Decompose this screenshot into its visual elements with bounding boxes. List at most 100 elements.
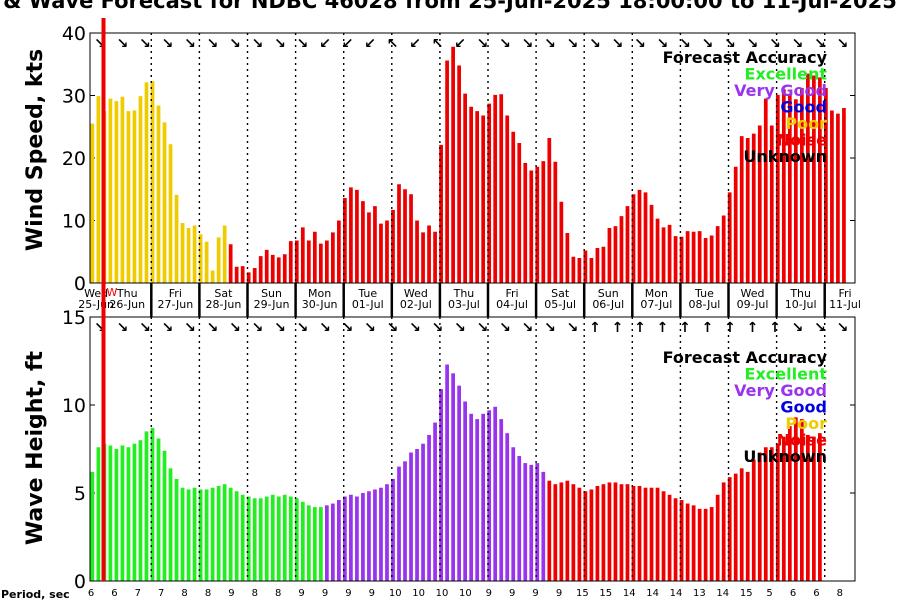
data-bar	[727, 192, 732, 284]
data-bar	[721, 482, 726, 581]
direction-arrow: ↘	[387, 320, 399, 336]
day-name: Sun	[261, 287, 282, 300]
data-bar	[300, 501, 305, 581]
data-bar	[361, 201, 365, 284]
data-bar	[787, 426, 792, 581]
period-value: 9	[486, 588, 492, 599]
data-bar	[421, 443, 425, 581]
data-bar	[769, 125, 774, 283]
data-bar	[318, 507, 323, 581]
data-bar	[685, 503, 690, 581]
data-bar	[144, 82, 149, 284]
data-bar	[198, 489, 203, 581]
direction-arrow: ↘	[589, 36, 601, 52]
data-bar	[830, 110, 834, 283]
data-bar	[703, 238, 708, 283]
data-bar	[703, 508, 708, 581]
data-bar	[349, 187, 353, 284]
legend-entry: Excellent	[745, 65, 828, 84]
data-bar	[294, 240, 299, 283]
data-bar	[445, 60, 449, 283]
data-bar	[631, 194, 636, 283]
data-bar	[649, 487, 654, 581]
data-bar	[842, 108, 846, 283]
data-bar	[120, 96, 125, 283]
period-values: 6 6 7 7 8 8 9 8 8 9 9 9 9 10 10 10 10 9 9 9 9 15 15 14 14 14 13 14 1…	[88, 588, 843, 599]
data-bar	[769, 447, 774, 581]
period-value: 10	[459, 588, 472, 599]
legend-entry: Poor	[785, 114, 827, 133]
data-bar	[529, 464, 534, 581]
direction-arrow: ↘	[139, 320, 151, 336]
direction-arrow: ↘	[567, 320, 579, 336]
direction-arrow: ↘	[454, 320, 466, 336]
data-bar	[667, 494, 672, 581]
data-bar	[805, 434, 810, 581]
data-bar	[276, 496, 281, 581]
data-bar	[409, 194, 413, 283]
data-bar	[240, 494, 245, 581]
period-value: 15	[740, 588, 753, 599]
direction-arrow: ↙	[342, 36, 354, 52]
data-bar	[270, 494, 275, 581]
data-bar	[445, 364, 449, 581]
direction-arrow: ↑	[589, 320, 601, 336]
data-bar	[613, 482, 618, 581]
data-bar	[589, 489, 594, 581]
direction-arrow: ↖	[387, 36, 399, 52]
day-name: Mon	[645, 287, 668, 300]
data-bar	[120, 445, 125, 581]
data-bar	[812, 436, 816, 581]
legend-entry: Good	[780, 98, 827, 117]
legend-entry: Unknown	[743, 147, 827, 166]
data-bar	[180, 487, 185, 581]
ytick-label: 5	[74, 483, 86, 505]
direction-arrow: ↘	[724, 36, 736, 52]
data-bar	[451, 46, 455, 283]
data-bar	[439, 144, 443, 284]
data-bar	[685, 231, 690, 284]
legend-title: Forecast Accuracy	[663, 48, 828, 67]
data-bar	[781, 89, 786, 283]
data-bar	[457, 65, 461, 283]
data-bar	[469, 106, 474, 283]
legend-entry: Very Good	[734, 381, 827, 400]
period-value: 5	[766, 588, 772, 599]
data-bar	[751, 133, 756, 283]
data-bar	[108, 98, 113, 284]
data-bar	[463, 93, 468, 284]
direction-arrow: ↘	[229, 36, 241, 52]
wave-bars	[90, 364, 822, 581]
ytick-label: 20	[62, 148, 86, 170]
direction-arrow: ↘	[162, 320, 174, 336]
direction-arrow: ↑	[769, 320, 781, 336]
data-bar	[246, 496, 251, 581]
period-value: 9	[369, 588, 375, 599]
ytick-label: 30	[62, 86, 86, 108]
direction-arrow: ↘	[499, 320, 511, 336]
direction-arrow: ↘	[207, 36, 219, 52]
legend-entry: Unknown	[743, 447, 827, 466]
data-bar	[481, 115, 486, 283]
data-bar	[282, 254, 287, 283]
swell-direction-arrows: ↘ ↘ ↘ ↘ ↘ ↘ ↘ ↘ ↘ ↘ ↘ ↘ ↘ ↘ ↘ ↘ ↘ ↘ ↘ ↘ ↘ ↘ ↑ ↑ ↑ ↑ ↑ ↑ ↑ ↑ ↑ ↘ ↘ ↘	[94, 320, 848, 336]
data-bar	[775, 94, 780, 284]
period-value: 8	[275, 588, 281, 599]
data-bar	[559, 482, 564, 581]
direction-arrow: ↑	[612, 320, 624, 336]
data-bar	[697, 231, 702, 284]
period-value: 9	[345, 588, 351, 599]
period-value: 15	[599, 588, 612, 599]
data-bar	[607, 228, 612, 283]
direction-arrow: ↘	[814, 320, 826, 336]
data-bar	[643, 487, 648, 581]
ytick-label: 10	[62, 395, 86, 417]
data-bar	[781, 436, 786, 581]
direction-arrow: ↑	[679, 320, 691, 336]
direction-arrow: ↘	[499, 36, 511, 52]
data-bar	[757, 452, 762, 581]
data-bar	[487, 103, 492, 284]
day-name: Thu	[116, 287, 138, 300]
